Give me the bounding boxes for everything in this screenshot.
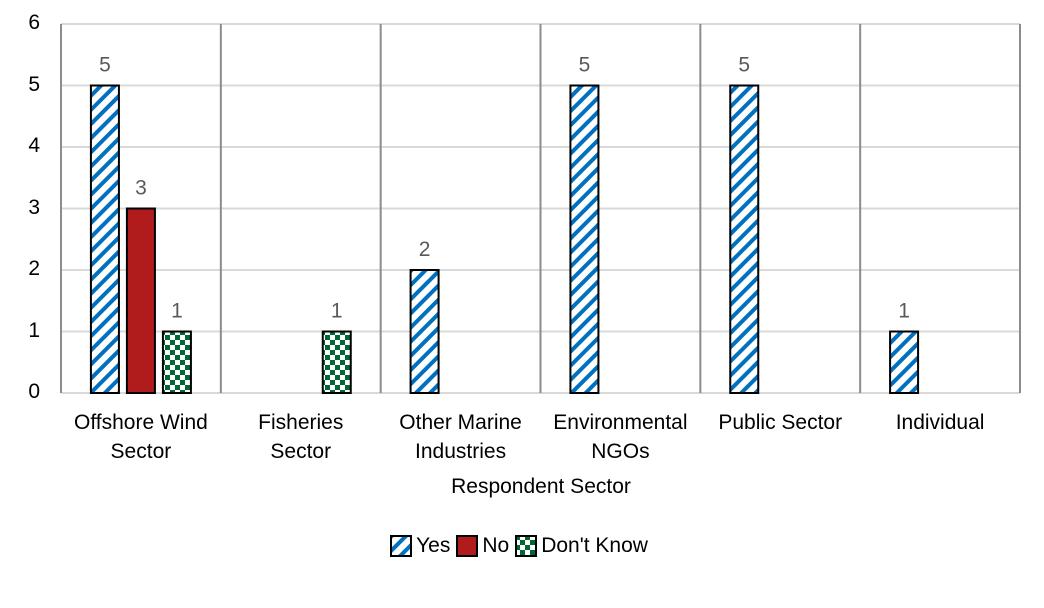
legend-label: Yes xyxy=(416,534,451,557)
data-label: 5 xyxy=(738,54,750,77)
solid-swatch-icon xyxy=(456,535,479,557)
y-tick-label: 5 xyxy=(28,72,40,96)
x-category-label: Environmental NGOs xyxy=(553,411,688,463)
y-tick-label: 4 xyxy=(28,134,40,157)
checker-swatch-icon xyxy=(515,535,538,557)
legend: Yes No Don't Know xyxy=(0,534,1044,558)
x-category-label: Other Marine Industries xyxy=(399,411,522,463)
bar-yes xyxy=(569,84,600,394)
data-label: 1 xyxy=(171,300,183,323)
bar-don-t-know xyxy=(161,330,192,394)
legend-item-yes: Yes xyxy=(390,534,450,558)
data-label: 2 xyxy=(419,238,431,261)
y-tick-label: 1 xyxy=(28,318,40,342)
data-label: 5 xyxy=(579,54,591,77)
x-category-label: Fisheries Sector xyxy=(258,411,344,463)
data-label: 3 xyxy=(135,177,147,200)
x-category-label: Public Sector xyxy=(718,411,843,434)
x-category-label: Individual xyxy=(895,411,985,434)
legend-label: No xyxy=(482,534,510,557)
stripes-swatch-icon xyxy=(390,535,413,557)
bar-yes xyxy=(889,330,920,394)
y-tick-label: 6 xyxy=(28,11,40,34)
x-axis-title: Respondent Sector xyxy=(451,475,631,498)
bar-yes xyxy=(409,269,440,394)
legend-item-dont-know: Don't Know xyxy=(515,534,648,558)
x-category-label: Offshore Wind Sector xyxy=(73,411,208,463)
bar-don-t-know xyxy=(321,330,352,394)
data-label: 1 xyxy=(331,300,343,323)
y-tick-label: 0 xyxy=(28,380,40,403)
bar-yes xyxy=(89,84,120,394)
y-tick-label: 3 xyxy=(28,195,40,219)
data-label: 1 xyxy=(898,300,910,323)
y-tick-label: 2 xyxy=(28,257,40,280)
bar-yes xyxy=(729,84,760,394)
data-label: 5 xyxy=(99,54,111,77)
bar-no xyxy=(125,207,156,394)
legend-label: Don't Know xyxy=(541,534,648,557)
legend-item-no: No xyxy=(456,534,509,558)
